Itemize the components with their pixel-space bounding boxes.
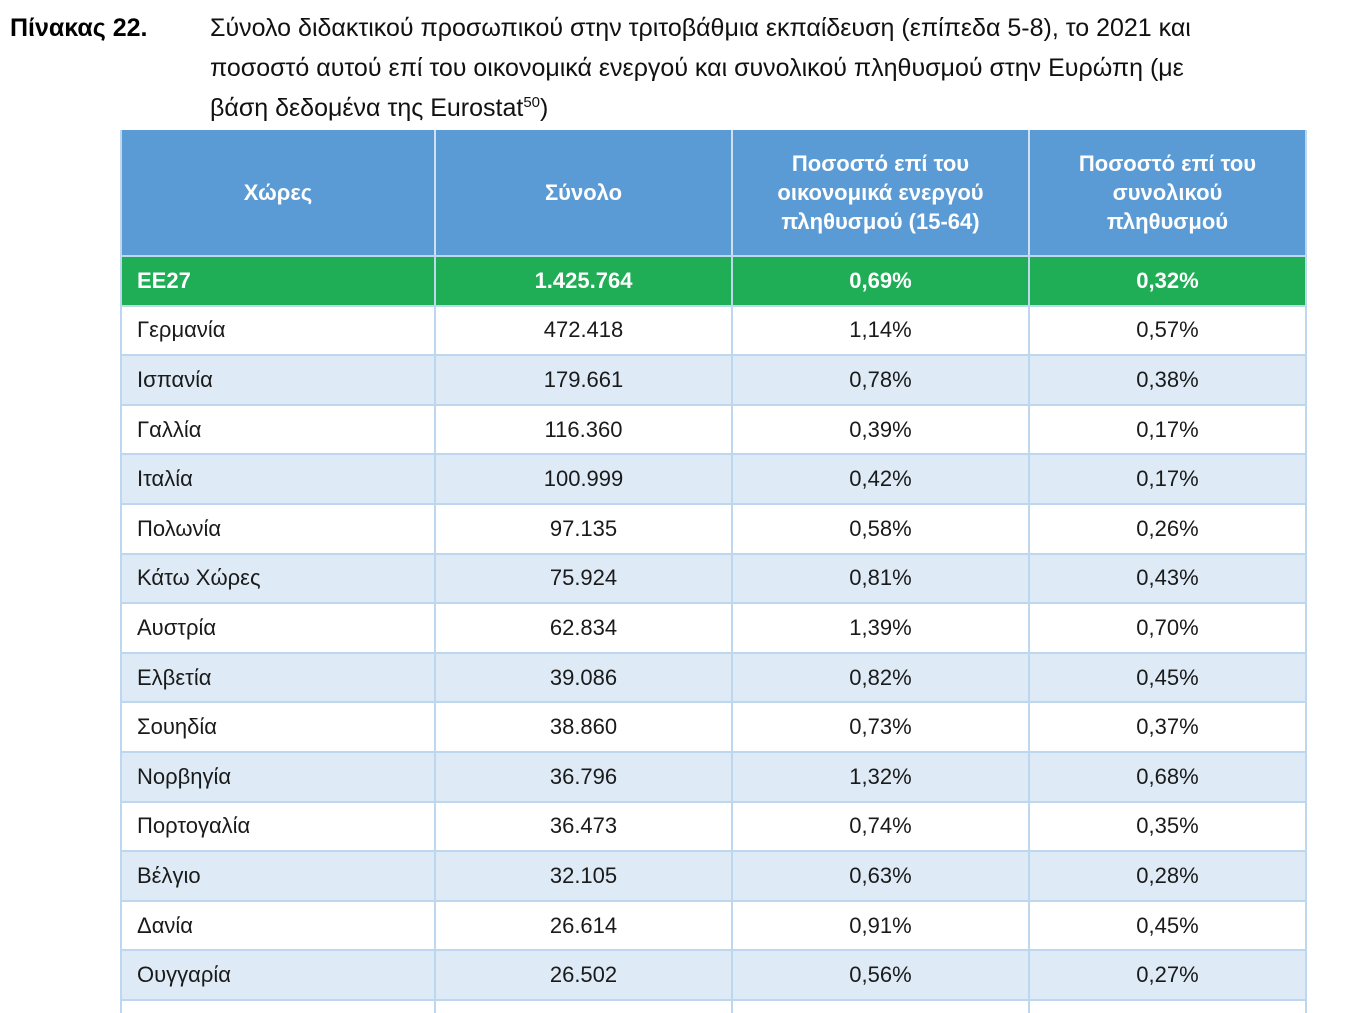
column-header-pct-active: Ποσοστό επί του οικονομικά ενεργού πληθυ… — [733, 130, 1030, 255]
caption-line-3-suffix: ) — [540, 94, 549, 122]
cell-country: Ελβετία — [122, 653, 436, 702]
cell-empty — [122, 1000, 436, 1013]
table-row: Ελβετία 39.086 0,82% 0,45% — [122, 651, 1305, 702]
cell-country: Αυστρία — [122, 604, 436, 652]
table-row: EE27 1.425.764 0,69% 0,32% — [122, 255, 1305, 305]
cell-total: 26.614 — [436, 901, 733, 950]
cell-pct-total: 0,37% — [1136, 714, 1199, 740]
cell-total: 116.360 — [436, 405, 733, 454]
cell-pct-active: 0,63% — [733, 852, 1030, 900]
cell-pct-total: 0,28% — [1136, 862, 1199, 888]
cell-pct-active: 0,82% — [733, 653, 1030, 702]
cell-country: Δανία — [122, 901, 436, 950]
cell-empty — [733, 1000, 1030, 1013]
cell-pct-total: 0,57% — [1136, 317, 1199, 343]
cell-country: Βέλγιο — [122, 852, 436, 900]
table-row: Νορβηγία 36.796 1,32% 0,68% — [122, 750, 1305, 801]
table-row: Γερμανία 472.418 1,14% 0,57% — [122, 304, 1305, 355]
cell-country: Πολωνία — [122, 504, 436, 553]
column-header-pct-population: Ποσοστό επί του συνολικού πληθυσμού — [1078, 151, 1257, 234]
cell-pct-active: 0,39% — [733, 405, 1030, 454]
cell-country: Γαλλία — [122, 405, 436, 454]
cell-pct-total: 0,26% — [1136, 515, 1199, 541]
cell-pct-total: 0,32% — [1136, 267, 1199, 293]
cell-pct-active: 0,73% — [733, 703, 1030, 751]
cell-pct-total: 0,68% — [1136, 763, 1199, 789]
cell-pct-total: 0,45% — [1136, 912, 1199, 938]
cell-country: Πορτογαλία — [122, 802, 436, 851]
cell-total: 1.425.764 — [436, 257, 733, 305]
cell-pct-active: 0,91% — [733, 901, 1030, 950]
cell-pct-active: 0,81% — [733, 554, 1030, 603]
data-table: Χώρες Σύνολο Ποσοστό επί του οικονομικά … — [120, 130, 1307, 1013]
table-row: Σουηδία 38.860 0,73% 0,37% — [122, 701, 1305, 751]
cell-pct-total: 0,35% — [1136, 813, 1199, 839]
table-caption-text: Σύνολο διδακτικού προσωπικού στην τριτοβ… — [210, 8, 1191, 132]
cell-total: 39.086 — [436, 653, 733, 702]
cell-country: Ουγγαρία — [122, 951, 436, 999]
cell-total: 100.999 — [436, 455, 733, 503]
cell-pct-total: 0,38% — [1136, 366, 1199, 392]
cell-empty — [1030, 1001, 1305, 1013]
table-row: Κάτω Χώρες 75.924 0,81% 0,43% — [122, 552, 1305, 603]
cell-pct-total: 0,43% — [1136, 565, 1199, 591]
cell-pct-active: 0,69% — [733, 257, 1030, 305]
table-row: Αυστρία 62.834 1,39% 0,70% — [122, 602, 1305, 652]
caption-line-3-text: βάση δεδομένα της Eurostat — [210, 94, 524, 122]
cell-total: 38.860 — [436, 703, 733, 751]
cell-total: 26.502 — [436, 951, 733, 999]
cell-total: 472.418 — [436, 306, 733, 355]
cell-pct-active: 0,74% — [733, 802, 1030, 851]
cell-pct-active: 0,78% — [733, 356, 1030, 404]
cell-total: 97.135 — [436, 504, 733, 553]
cell-pct-total: 0,17% — [1136, 416, 1199, 442]
column-header-total: Σύνολο — [436, 130, 733, 255]
column-header-countries: Χώρες — [122, 130, 436, 255]
cell-country: Σουηδία — [122, 703, 436, 751]
table-row: Βέλγιο 32.105 0,63% 0,28% — [122, 850, 1305, 900]
cell-total: 32.105 — [436, 852, 733, 900]
table-row-partial — [122, 998, 1305, 1013]
table-body: EE27 1.425.764 0,69% 0,32% Γερμανία 472.… — [122, 255, 1305, 999]
cell-pct-total: 0,70% — [1136, 614, 1199, 640]
table-row: Δανία 26.614 0,91% 0,45% — [122, 899, 1305, 950]
cell-pct-active: 1,39% — [733, 604, 1030, 652]
table-caption: Πίνακας 22. Σύνολο διδακτικού προσωπικού… — [10, 8, 1191, 132]
cell-country: Ισπανία — [122, 356, 436, 404]
table-caption-label: Πίνακας 22. — [10, 14, 148, 42]
table-header-row: Χώρες Σύνολο Ποσοστό επί του οικονομικά … — [122, 130, 1305, 255]
cell-total: 36.796 — [436, 752, 733, 801]
cell-pct-active: 0,58% — [733, 504, 1030, 553]
cell-pct-active: 0,42% — [733, 455, 1030, 503]
cell-country: Γερμανία — [122, 306, 436, 355]
cell-pct-active: 1,14% — [733, 306, 1030, 355]
cell-country: Κάτω Χώρες — [122, 554, 436, 603]
cell-pct-total: 0,17% — [1136, 466, 1199, 492]
caption-line-1: Σύνολο διδακτικού προσωπικού στην τριτοβ… — [210, 14, 1191, 42]
table-row: Πορτογαλία 36.473 0,74% 0,35% — [122, 800, 1305, 851]
cell-pct-total: 0,27% — [1136, 962, 1199, 988]
cell-total: 75.924 — [436, 554, 733, 603]
table-row: Πολωνία 97.135 0,58% 0,26% — [122, 502, 1305, 553]
caption-line-2: ποσοστό αυτού επί του οικονομικά ενεργού… — [210, 54, 1184, 82]
cell-pct-active: 1,32% — [733, 752, 1030, 801]
caption-line-3: βάση δεδομένα της Eurostat50) — [210, 88, 1191, 132]
cell-pct-total: 0,45% — [1136, 664, 1199, 690]
table-row: Ουγγαρία 26.502 0,56% 0,27% — [122, 949, 1305, 999]
cell-total: 62.834 — [436, 604, 733, 652]
cell-country: Ιταλία — [122, 455, 436, 503]
cell-pct-active: 0,56% — [733, 951, 1030, 999]
cell-total: 179.661 — [436, 356, 733, 404]
cell-country: Νορβηγία — [122, 752, 436, 801]
table-row: Ισπανία 179.661 0,78% 0,38% — [122, 354, 1305, 404]
cell-empty — [436, 1000, 733, 1013]
table-row: Ιταλία 100.999 0,42% 0,17% — [122, 453, 1305, 503]
footnote-marker: 50 — [523, 94, 541, 111]
table-row: Γαλλία 116.360 0,39% 0,17% — [122, 403, 1305, 454]
cell-total: 36.473 — [436, 802, 733, 851]
cell-country: EE27 — [122, 257, 436, 305]
